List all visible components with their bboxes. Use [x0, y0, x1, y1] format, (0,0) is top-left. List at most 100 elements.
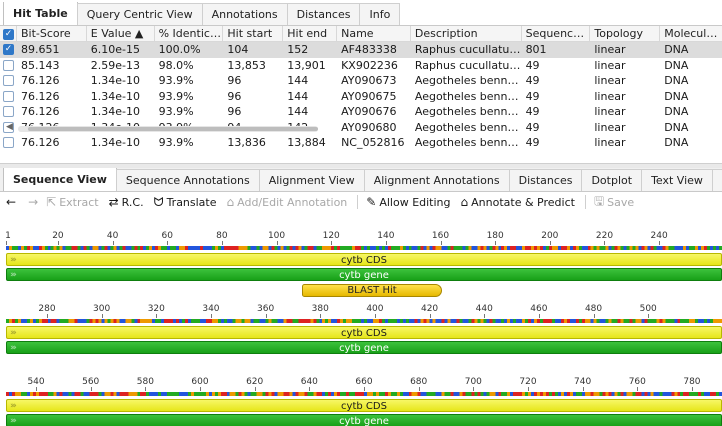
nucleotide-color-bar[interactable] — [6, 246, 722, 250]
reverse-complement-button[interactable]: ⇄ R.C. — [108, 195, 144, 209]
row-checkbox[interactable] — [3, 137, 14, 149]
scrollbar-thumb[interactable] — [28, 127, 318, 131]
tab-lineage[interactable]: Lineage — [711, 169, 722, 191]
ruler-tick-label: 720 — [519, 377, 537, 387]
cell-molecule-type: DNA — [664, 89, 689, 103]
cell-name: AY090673 — [341, 74, 397, 87]
table-row[interactable]: 89.651 6.10e-15 100.0% 104 152 AF483338 Raphus… — [0, 42, 722, 58]
save-button[interactable]: 🖫 Save — [594, 192, 634, 213]
table-row[interactable]: 76.126 1.34e-10 93.9% 96 144 AY090676 Aegothel… — [0, 104, 722, 120]
ruler-tick — [648, 314, 650, 318]
col-hit-start[interactable]: Hit start — [223, 26, 284, 42]
row-checkbox-cell[interactable] — [0, 42, 17, 58]
sequence-view-panel[interactable]: 1 20 40 60 80 100 120 140 160 180 200 220 240 ››› cytb… — [0, 213, 722, 426]
ruler-tick-label: 400 — [366, 304, 384, 314]
tab-alignment-annotations[interactable]: Alignment Annotations — [363, 169, 510, 191]
tab-dotplot[interactable]: Dotplot — [581, 169, 643, 191]
cytb-gene-annotation[interactable]: ››› cytb gene — [6, 414, 722, 426]
cytb-cds-annotation[interactable]: ››› cytb CDS — [6, 253, 722, 266]
ruler-tick — [112, 241, 114, 245]
ruler-tick-label: 480 — [584, 304, 603, 314]
cell-sequence-length: 49 — [525, 74, 540, 87]
allow-editing-button[interactable]: ✎ Allow Editing — [366, 195, 451, 209]
forward-button[interactable]: → — [28, 195, 38, 209]
extract-button[interactable]: ⇱ Extract — [46, 195, 99, 209]
col-percent-identical[interactable]: % Identical ... — [155, 26, 224, 42]
row-checkbox[interactable] — [3, 44, 14, 56]
ruler-tick-label: 300 — [93, 304, 111, 314]
ruler-tick-label: 580 — [136, 377, 154, 387]
table-row[interactable]: 76.126 1.34e-10 93.9% 96 144 AY090675 Aegothel… — [0, 89, 722, 105]
table-row[interactable]: 76.126 1.34e-10 93.9% 96 144 AY090673 Aegothel… — [0, 73, 722, 89]
ruler-tick — [331, 241, 333, 245]
col-e-value[interactable]: E Value ▲ — [87, 26, 155, 42]
nucleotide-color-bar[interactable] — [6, 392, 722, 396]
blast-hit-annotation[interactable]: BLAST Hit — [302, 284, 442, 297]
row-checkbox[interactable] — [3, 106, 14, 118]
direction-chevron-icon: ››› — [10, 255, 17, 265]
ruler-tick-label: 440 — [475, 304, 493, 314]
col-name[interactable]: Name — [337, 26, 411, 42]
scroll-left-icon[interactable]: ◀ — [6, 122, 13, 132]
tab-query-centric-view[interactable]: Query Centric View — [76, 3, 203, 25]
tab-hit-table[interactable]: Hit Table — [3, 2, 78, 25]
row-checkbox[interactable] — [3, 90, 14, 102]
ruler-tick-label: 560 — [82, 377, 100, 387]
row-checkbox-cell[interactable] — [0, 58, 17, 74]
translate-button[interactable]: ᗢ Translate — [153, 194, 217, 209]
cytb-gene-annotation[interactable]: ››› cytb gene — [6, 341, 722, 354]
cell-hit-start: 104 — [227, 43, 249, 56]
nucleotide-color-bar[interactable] — [6, 319, 722, 323]
cell-hit-end: 144 — [287, 74, 309, 87]
add-edit-annotation-button[interactable]: ⌂ Add/Edit Annotation — [226, 195, 348, 209]
row-checkbox-cell[interactable] — [0, 120, 17, 136]
col-molecule-type[interactable]: Molecule Ty — [664, 27, 722, 40]
col-bit-score[interactable]: Bit-Score — [17, 26, 87, 42]
ruler-tick-label: 660 — [355, 377, 373, 387]
row-checkbox-cell[interactable] — [0, 135, 17, 150]
ruler-tick-label: 60 — [161, 231, 173, 241]
cds-label: cytb CDS — [341, 328, 387, 339]
tab-distances-view[interactable]: Distances — [508, 169, 583, 191]
select-all-cell[interactable] — [0, 26, 17, 42]
tab-alignment-view[interactable]: Alignment View — [258, 169, 365, 191]
cytb-cds-annotation[interactable]: ››› cytb CDS — [6, 326, 722, 339]
cell-description: Aegotheles bennettii ... — [414, 74, 522, 87]
pane-splitter[interactable] — [0, 163, 722, 168]
annotate-predict-button[interactable]: ⌂ Annotate & Predict — [460, 195, 575, 209]
cytb-gene-annotation[interactable]: ››› cytb gene — [6, 268, 722, 281]
ruler-tick — [691, 387, 693, 391]
tab-info[interactable]: Info — [359, 3, 401, 25]
col-hit-end[interactable]: Hit end — [283, 26, 338, 42]
tab-sequence-view[interactable]: Sequence View — [3, 168, 117, 191]
cell-sequence-length: 49 — [525, 120, 540, 134]
row-checkbox[interactable] — [3, 59, 14, 71]
cell-sequence-length: 801 — [525, 43, 547, 56]
row-checkbox[interactable] — [3, 121, 14, 133]
row-checkbox[interactable] — [3, 75, 14, 87]
col-sequence-length[interactable]: Sequence L... — [522, 26, 591, 42]
back-button[interactable]: ← — [6, 195, 16, 209]
table-body: 89.651 6.10e-15 100.0% 104 152 AF483338 Raphus… — [0, 42, 722, 150]
col-topology[interactable]: Topology — [590, 26, 661, 42]
col-description[interactable]: Description — [411, 26, 522, 42]
sequence-toolbar: ← → ⇱ Extract ⇄ R.C. ᗢ Translate ⌂ Add/Edit … — [0, 192, 722, 212]
tab-distances[interactable]: Distances — [286, 3, 361, 25]
tab-annotations[interactable]: Annotations — [201, 3, 288, 25]
ruler-tick — [254, 387, 256, 391]
horizontal-scrollbar[interactable] — [18, 126, 318, 132]
select-all-checkbox[interactable] — [3, 28, 14, 40]
ruler-tick — [429, 314, 431, 318]
table-row[interactable]: 85.143 2.59e-13 98.0% 13,853 13,901 KX902236 R… — [0, 58, 722, 74]
ruler-tick-label: 200 — [541, 231, 559, 241]
table-row[interactable]: 76.126 1.34e-10 93.9% 13,836 13,884 NC_052816… — [0, 135, 722, 150]
row-checkbox-cell[interactable] — [0, 73, 17, 89]
row-checkbox-cell[interactable] — [0, 104, 17, 120]
table-row[interactable]: 76.1261.34e-1093.9%94142AY090680Aegothel… — [0, 120, 722, 136]
tab-text-view[interactable]: Text View — [641, 169, 713, 191]
cell-name: KX902236 — [341, 58, 398, 72]
cytb-cds-annotation[interactable]: ››› cytb CDS — [6, 399, 722, 412]
row-checkbox-cell[interactable] — [0, 89, 17, 105]
tab-sequence-annotations[interactable]: Sequence Annotations — [115, 169, 260, 191]
pencil-icon: ✎ — [366, 195, 377, 209]
